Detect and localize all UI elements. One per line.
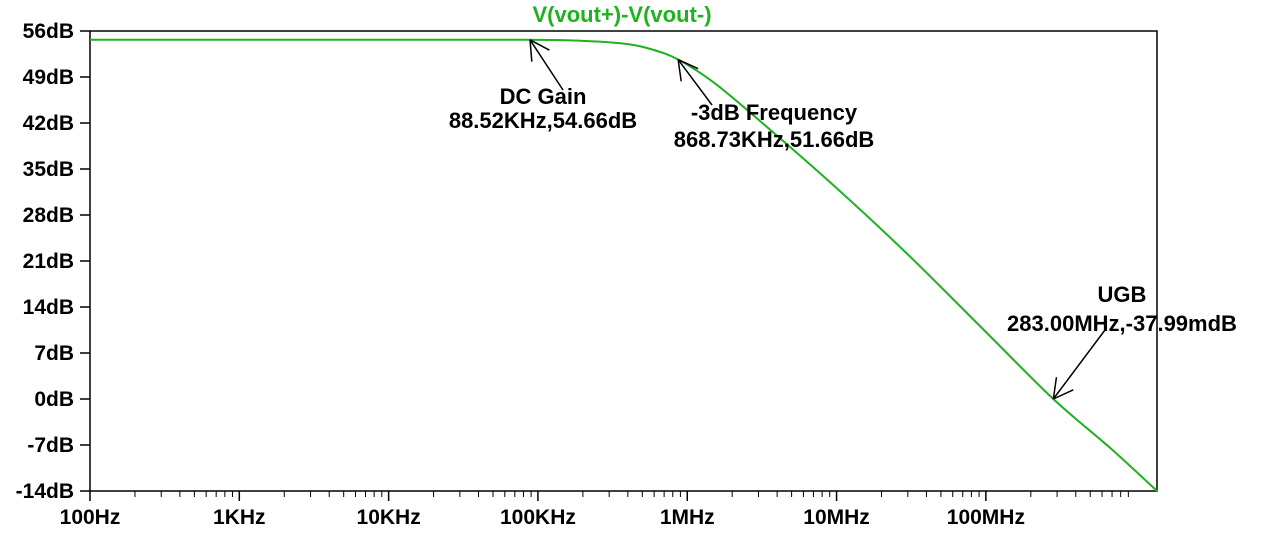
annotation-arrowhead <box>677 58 699 70</box>
annotation-label: -3dB Frequency <box>691 100 858 125</box>
annotation-label: UGB <box>1098 282 1147 307</box>
x-tick-label: 1KHz <box>213 506 266 529</box>
y-axis: 56dB 49dB 42dB 35dB 28dB 21dB 14dB 7dB 0dB -7dB -1… <box>16 20 90 503</box>
annotation-arrowhead <box>1052 377 1058 400</box>
x-tick-label: 10KHz <box>357 506 421 529</box>
annotation-arrowhead <box>677 59 682 82</box>
x-tick-label: 100KHz <box>500 506 576 529</box>
y-tick-label: 28dB <box>23 204 74 227</box>
chart-title: V(vout+)-V(vout-) <box>532 2 711 27</box>
y-tick-label: 14dB <box>23 296 74 319</box>
annotation-arrow <box>677 59 713 106</box>
x-axis: 100Hz 1KHz 10KHz 100KHz 1MHz 10MHz 100MHz <box>60 491 1129 529</box>
series-layer <box>90 38 1158 492</box>
annotation-2: UGB 283.00MHz,-37.99mdB <box>1007 282 1237 400</box>
y-tick-label: 42dB <box>23 112 74 135</box>
annotation-arrowhead <box>529 39 550 51</box>
annotation-value: 868.73KHz,51.66dB <box>674 127 875 152</box>
y-tick-label: 7dB <box>34 342 74 365</box>
series-line <box>90 38 1158 492</box>
annotation-arrow <box>529 39 564 91</box>
annotation-label: DC Gain <box>500 84 587 109</box>
y-tick-label: 0dB <box>34 388 74 411</box>
y-tick-label: 35dB <box>23 158 74 181</box>
x-tick-label: 100MHz <box>947 506 1025 529</box>
annotation-value: 283.00MHz,-37.99mdB <box>1007 311 1237 336</box>
annotation-arrowhead <box>1053 389 1074 400</box>
x-tick-label: 1MHz <box>660 506 715 529</box>
annotation-arrowhead <box>529 39 533 62</box>
x-tick-label: 100Hz <box>60 506 121 529</box>
y-tick-label: 56dB <box>23 20 74 43</box>
annotation-arrow <box>1052 329 1106 400</box>
chart-title-background <box>508 2 732 30</box>
y-tick-label: -7dB <box>27 434 74 457</box>
y-tick-label: 49dB <box>23 66 74 89</box>
x-tick-label: 10MHz <box>803 506 870 529</box>
y-tick-label: 21dB <box>23 250 74 273</box>
y-tick-label: -14dB <box>16 480 74 503</box>
annotation-value: 88.52KHz,54.66dB <box>449 108 637 133</box>
plot-frame <box>89 30 1158 492</box>
